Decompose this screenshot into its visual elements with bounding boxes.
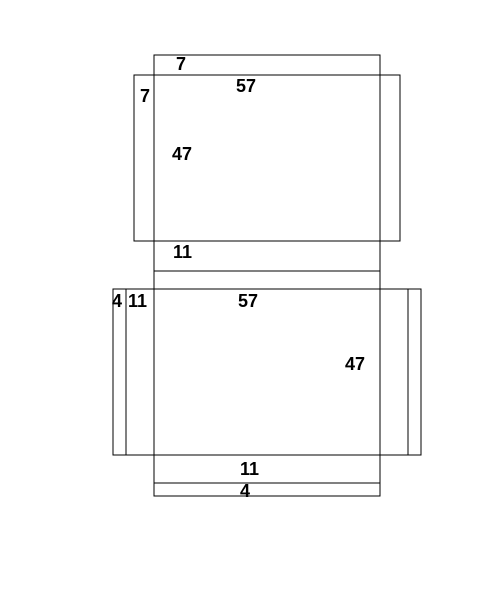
lower-left-inner: [126, 289, 154, 455]
lower-bottom-inner: [154, 455, 380, 483]
dim-lower-left-inner: 11: [128, 291, 147, 311]
box-template-diagram: 7 57 7 47 11 57 11 4 47 11 4: [0, 0, 502, 602]
dim-upper-bottom: 11: [173, 242, 192, 262]
lower-right-outer: [408, 289, 421, 455]
dim-upper-main-h: 47: [172, 144, 192, 164]
lower-bottom-outer: [154, 483, 380, 496]
dim-lower-bot-outer: 4: [240, 481, 250, 501]
upper-right-flap: [380, 75, 400, 241]
dim-lower-bot-inner: 11: [240, 459, 259, 479]
lower-top-strip: [154, 271, 380, 289]
dim-lower-left-outer: 4: [112, 291, 122, 311]
dimension-labels: 7 57 7 47 11 57 11 4 47 11 4: [112, 54, 365, 501]
lower-piece: [113, 271, 421, 496]
dim-upper-main-w: 57: [236, 76, 256, 96]
dim-lower-main-w: 57: [238, 291, 258, 311]
upper-top-flap: [154, 55, 380, 75]
dim-upper-top-flap: 7: [176, 54, 186, 74]
dim-upper-left-flap: 7: [140, 86, 150, 106]
dim-lower-main-h: 47: [345, 354, 365, 374]
lower-right-inner: [380, 289, 408, 455]
lower-left-outer: [113, 289, 126, 455]
